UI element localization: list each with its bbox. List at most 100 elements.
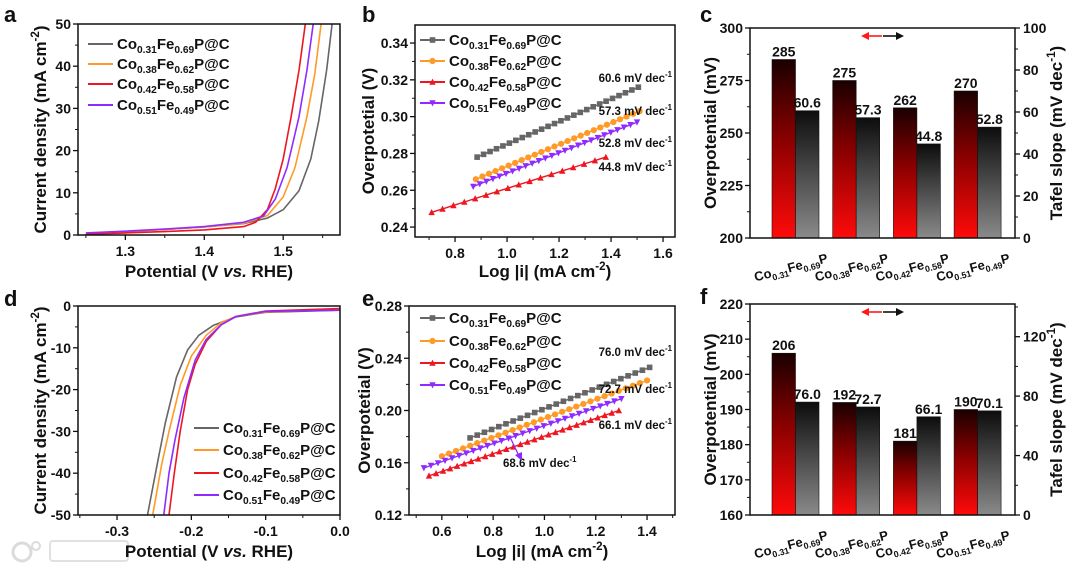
marker-triangle-down (568, 413, 576, 420)
text-part: Overpotetial (V) (359, 68, 378, 195)
subscript: 0.51 (469, 386, 489, 397)
subscript: 0.58 (924, 260, 943, 274)
marker-circle (530, 419, 537, 426)
marker-circle (629, 382, 636, 389)
y-tick-label: 0.24 (381, 219, 408, 235)
legend-label: Co0.51Fe0.49P@C (117, 97, 230, 117)
marker-triangle-down (483, 178, 490, 185)
text-part: vs. (223, 262, 247, 281)
marker-square (609, 95, 616, 102)
marker-triangle-down (448, 455, 456, 462)
text-part: Fe (489, 333, 507, 350)
y2-tick-label: 120 (1023, 329, 1047, 345)
marker-square (429, 315, 436, 321)
marker-triangle-down (561, 415, 569, 422)
annotation-arrowhead-icon (515, 452, 522, 461)
marker-circle (429, 337, 436, 345)
text-part: Fe (968, 534, 987, 552)
legend-label: Co0.51Fe0.49P@C (449, 95, 562, 115)
legend-label: Co0.31Fe0.69P@C (449, 310, 562, 330)
subscript: 0.31 (469, 41, 489, 52)
marker-square (539, 406, 545, 413)
marker-triangle-down (561, 147, 569, 154)
subscript: 0.58 (174, 85, 194, 96)
marker-triangle-down (633, 119, 641, 126)
marker-square (583, 106, 590, 113)
marker-triangle-up (504, 184, 512, 191)
text-part: Co (117, 97, 137, 114)
y-tick-label: 180 (720, 437, 744, 453)
subscript: 0.62 (280, 451, 300, 462)
x-category-label: Co0.51Fe0.49P (935, 250, 1013, 287)
subscript: 0.62 (174, 65, 194, 76)
marker-square (517, 415, 524, 421)
subscript: 0.38 (469, 62, 489, 73)
marker-triangle-up (602, 153, 610, 160)
marker-square (481, 429, 488, 436)
text-part: Co (813, 542, 834, 561)
bar-tafel-slope (795, 110, 820, 238)
marker-triangle-up (429, 78, 436, 85)
marker-triangle-down (597, 403, 604, 410)
bar-value-label: 275 (833, 65, 857, 81)
text-part: P@C (194, 56, 230, 73)
bar-tafel-slope (977, 126, 1002, 238)
subscript: 0.69 (506, 319, 526, 330)
marker-circle (557, 140, 565, 147)
subscript: 0.49 (984, 537, 1003, 551)
marker-square (618, 375, 624, 382)
marker-circle (459, 445, 467, 452)
marker-circle (479, 173, 486, 180)
marker-triangle-up (537, 174, 544, 181)
bar-overpotential (832, 402, 857, 515)
bar-overpotential (771, 352, 796, 515)
text-part: vs. (223, 542, 247, 561)
x-tick-label: 1.3 (116, 243, 136, 259)
subscript: 0.49 (506, 104, 526, 115)
text-part: P@C (300, 487, 336, 504)
marker-circle (551, 411, 559, 418)
marker-triangle-down (535, 158, 542, 165)
marker-triangle-up (482, 453, 489, 460)
marker-square (564, 115, 571, 121)
plot-area (428, 84, 643, 216)
marker-triangle-down (463, 450, 470, 457)
superscript: -2 (30, 312, 42, 322)
bar-tafel-slope (855, 117, 881, 238)
marker-circle (537, 416, 544, 423)
marker-circle (594, 395, 601, 402)
marker-triangle-down (627, 121, 634, 129)
marker-triangle-down (476, 181, 483, 188)
subscript: 0.62 (506, 62, 526, 73)
panel-label: a (4, 2, 17, 27)
text-part: Potential (V (125, 542, 223, 561)
subscript: 0.49 (506, 386, 526, 397)
bar-value-label: 60.6 (794, 95, 821, 111)
marker-circle (551, 143, 558, 150)
marker-triangle-up (587, 416, 594, 423)
text-part: Co (449, 53, 469, 70)
marker-circle (629, 110, 637, 117)
marker-triangle-up (467, 457, 475, 465)
panel-a: a 0 10 20 30 40 50 1.3 1.4 1.5 Potential (V vs. RH… (4, 2, 341, 281)
bar-value-label: 206 (772, 337, 796, 353)
y-tick-label: 190 (720, 402, 744, 418)
tafel-slope-annotation: 76.0 mV dec-1 (599, 344, 673, 359)
plot-frame (749, 27, 1016, 239)
bar-value-label: 70.1 (976, 395, 1003, 411)
y-tick-label: 0.24 (375, 350, 402, 366)
marker-square (610, 378, 617, 385)
x-tick-label: -0.2 (179, 523, 203, 539)
marker-triangle-down (620, 124, 628, 131)
superscript: -2 (595, 261, 605, 273)
marker-square (519, 134, 526, 141)
subscript: 0.42 (893, 545, 912, 559)
subscript: 0.62 (863, 537, 882, 551)
marker-circle (622, 385, 629, 392)
marker-circle (509, 426, 516, 434)
marker-circle (544, 146, 552, 153)
plot-frame (749, 303, 1016, 516)
x-tick-label: 0.8 (483, 523, 503, 539)
text-part: P@C (194, 97, 230, 114)
